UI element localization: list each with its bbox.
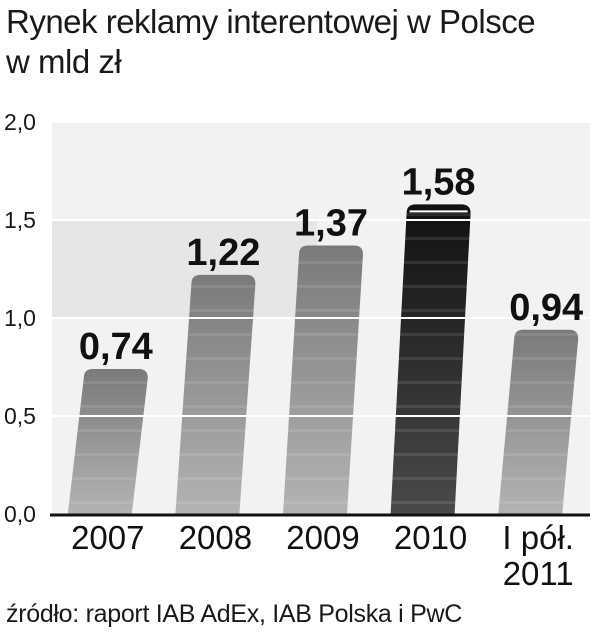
x-tick-label: 2008 (179, 519, 252, 556)
bar-texture (175, 274, 256, 514)
bar-chart: 0,0 0,5 1,0 1,5 2,0 0,74 1,22 1,37 1,58 0,94 200… (4, 109, 590, 592)
bar-texture (283, 245, 363, 515)
chart-title: Rynek reklamy interentowej w Polsce (6, 3, 536, 40)
y-tick-label: 0,0 (4, 501, 36, 527)
y-axis: 0,0 0,5 1,0 1,5 2,0 (4, 109, 590, 527)
y-tick-label: 0,5 (4, 403, 36, 429)
x-tick-label: 2010 (394, 519, 467, 556)
bar-texture (67, 368, 148, 514)
chart-subtitle: w mld zł (6, 43, 122, 80)
data-label: 0,94 (509, 287, 583, 329)
chart-title-block: Rynek reklamy interentowej w Polsce w ml… (6, 2, 536, 82)
y-tick-label: 2,0 (4, 109, 36, 135)
bars (67, 204, 579, 515)
source-note: źródło: raport IAB AdEx, IAB Polska i Pw… (6, 600, 462, 628)
x-tick-label: 2007 (71, 519, 144, 556)
data-label: 1,22 (186, 232, 260, 274)
data-labels: 0,74 1,22 1,37 1,58 0,94 (79, 161, 583, 368)
bar-texture (390, 204, 471, 514)
x-tick-label: 2011 (503, 555, 574, 592)
y-tick-label: 1,0 (4, 305, 36, 331)
data-label: 1,58 (402, 161, 476, 203)
data-label: 0,74 (79, 326, 153, 368)
x-tick-label: 2009 (286, 519, 359, 556)
y-tick-label: 1,5 (4, 207, 36, 233)
bar-texture (498, 329, 579, 514)
data-label: 1,37 (294, 202, 368, 244)
x-tick-label: I pół. (502, 519, 574, 556)
plot-shade (52, 220, 317, 318)
x-axis: 2007 2008 2009 2010 I pół.2011 (71, 519, 574, 592)
